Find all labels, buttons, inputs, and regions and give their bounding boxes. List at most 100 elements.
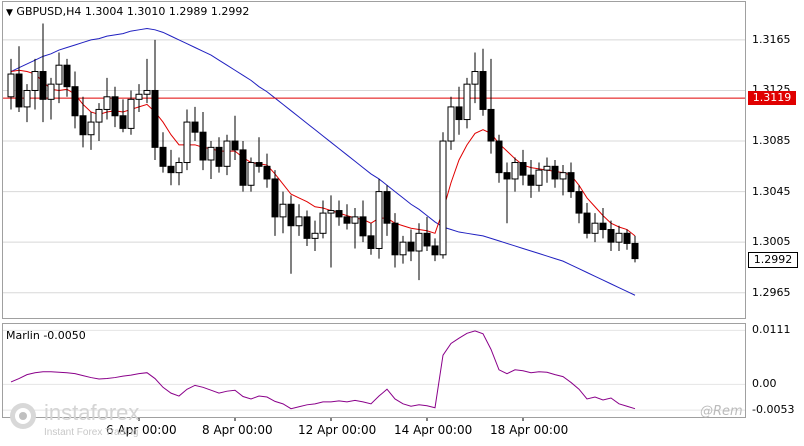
candle-body: [207, 146, 215, 161]
candle-body: [367, 235, 375, 249]
candle-body: [351, 216, 359, 224]
candle: [543, 157, 551, 183]
date-label: 18 Apr 00:00: [490, 423, 569, 437]
price-chart-pane[interactable]: [2, 1, 746, 319]
candle-body: [223, 140, 231, 167]
candle-body: [183, 121, 191, 164]
candle-body: [359, 216, 367, 237]
candle: [223, 134, 231, 176]
moving-averages: [10, 28, 636, 296]
candle: [247, 157, 255, 192]
logo-tagline: Instant Forex Trading: [44, 427, 139, 438]
candle-body: [303, 216, 311, 239]
ma-slow-line: [10, 28, 636, 296]
candle: [231, 115, 239, 160]
candle: [535, 162, 543, 192]
candle-body: [431, 245, 439, 256]
candle-body: [343, 216, 351, 224]
candle: [23, 84, 31, 123]
price-axis-label: 1.3045: [752, 184, 791, 198]
candle: [135, 84, 143, 112]
candle-body: [383, 191, 391, 224]
candle-body: [135, 93, 143, 100]
candle: [271, 170, 279, 236]
candle-body: [23, 89, 31, 108]
candle: [87, 111, 95, 150]
candle-body: [231, 140, 239, 151]
candle: [303, 210, 311, 246]
candle-body: [7, 73, 15, 98]
candle: [119, 99, 127, 133]
candle-body: [575, 191, 583, 214]
candle: [567, 162, 575, 198]
candle: [31, 58, 39, 110]
indicator-axis-label: -0.0053: [752, 403, 795, 417]
candles: [7, 23, 639, 281]
candle-body: [423, 232, 431, 247]
indicator-axis-label: 0.00: [752, 377, 777, 391]
candle: [391, 213, 399, 268]
current-price-tag: 1.2992: [748, 251, 798, 268]
candle: [103, 77, 111, 120]
candle: [599, 208, 607, 239]
candle: [463, 77, 471, 129]
candle: [631, 235, 639, 263]
candle-body: [247, 162, 255, 186]
watermark: @Rem: [700, 404, 743, 419]
indicator-pane[interactable]: [2, 323, 746, 418]
candle-body: [615, 232, 623, 243]
price-axis-label: 1.3005: [752, 235, 791, 249]
candle-body: [215, 146, 223, 167]
candle-body: [503, 172, 511, 180]
candle: [527, 160, 535, 198]
candle: [151, 39, 159, 160]
candle: [431, 238, 439, 262]
candle: [263, 153, 271, 188]
candle-body: [623, 232, 631, 244]
candle: [71, 71, 79, 129]
candle: [111, 86, 119, 128]
candle-body: [119, 115, 127, 129]
symbol-header: ▼ GBPUSD,H4 1.3004 1.3010 1.2989 1.2992: [6, 5, 249, 18]
candle-body: [279, 203, 287, 218]
candle-body: [551, 165, 559, 180]
candle: [607, 220, 615, 252]
candle: [343, 204, 351, 230]
candle-body: [287, 203, 295, 227]
candle: [511, 157, 519, 192]
candle: [79, 96, 87, 148]
candle-body: [295, 216, 303, 227]
candle-body: [415, 232, 423, 252]
level-price-tag: 1.3119: [748, 91, 796, 106]
candle-body: [111, 96, 119, 117]
candle: [351, 208, 359, 249]
candle: [327, 195, 335, 268]
candle: [39, 23, 47, 123]
candle: [615, 225, 623, 252]
candle-body: [159, 146, 167, 167]
candle: [455, 86, 463, 135]
candle: [63, 58, 71, 97]
candle: [591, 213, 599, 243]
candle: [55, 52, 63, 104]
candle: [95, 103, 103, 142]
candle: [383, 185, 391, 236]
candle: [471, 52, 479, 104]
candle-body: [591, 222, 599, 234]
candle: [559, 165, 567, 196]
dropdown-triangle-icon[interactable]: ▼: [6, 8, 13, 18]
candle-body: [39, 71, 47, 100]
candle-body: [439, 140, 447, 256]
instaforex-logo: instaforex Instant Forex Trading: [4, 398, 174, 442]
candle: [487, 58, 495, 154]
candle: [167, 149, 175, 186]
candle-body: [263, 165, 271, 180]
logo-mark-icon: [10, 403, 36, 429]
candle-body: [535, 169, 543, 186]
candle: [47, 77, 55, 120]
candle: [583, 202, 591, 239]
candle-body: [479, 71, 487, 110]
candle: [447, 96, 455, 150]
candle: [279, 191, 287, 234]
